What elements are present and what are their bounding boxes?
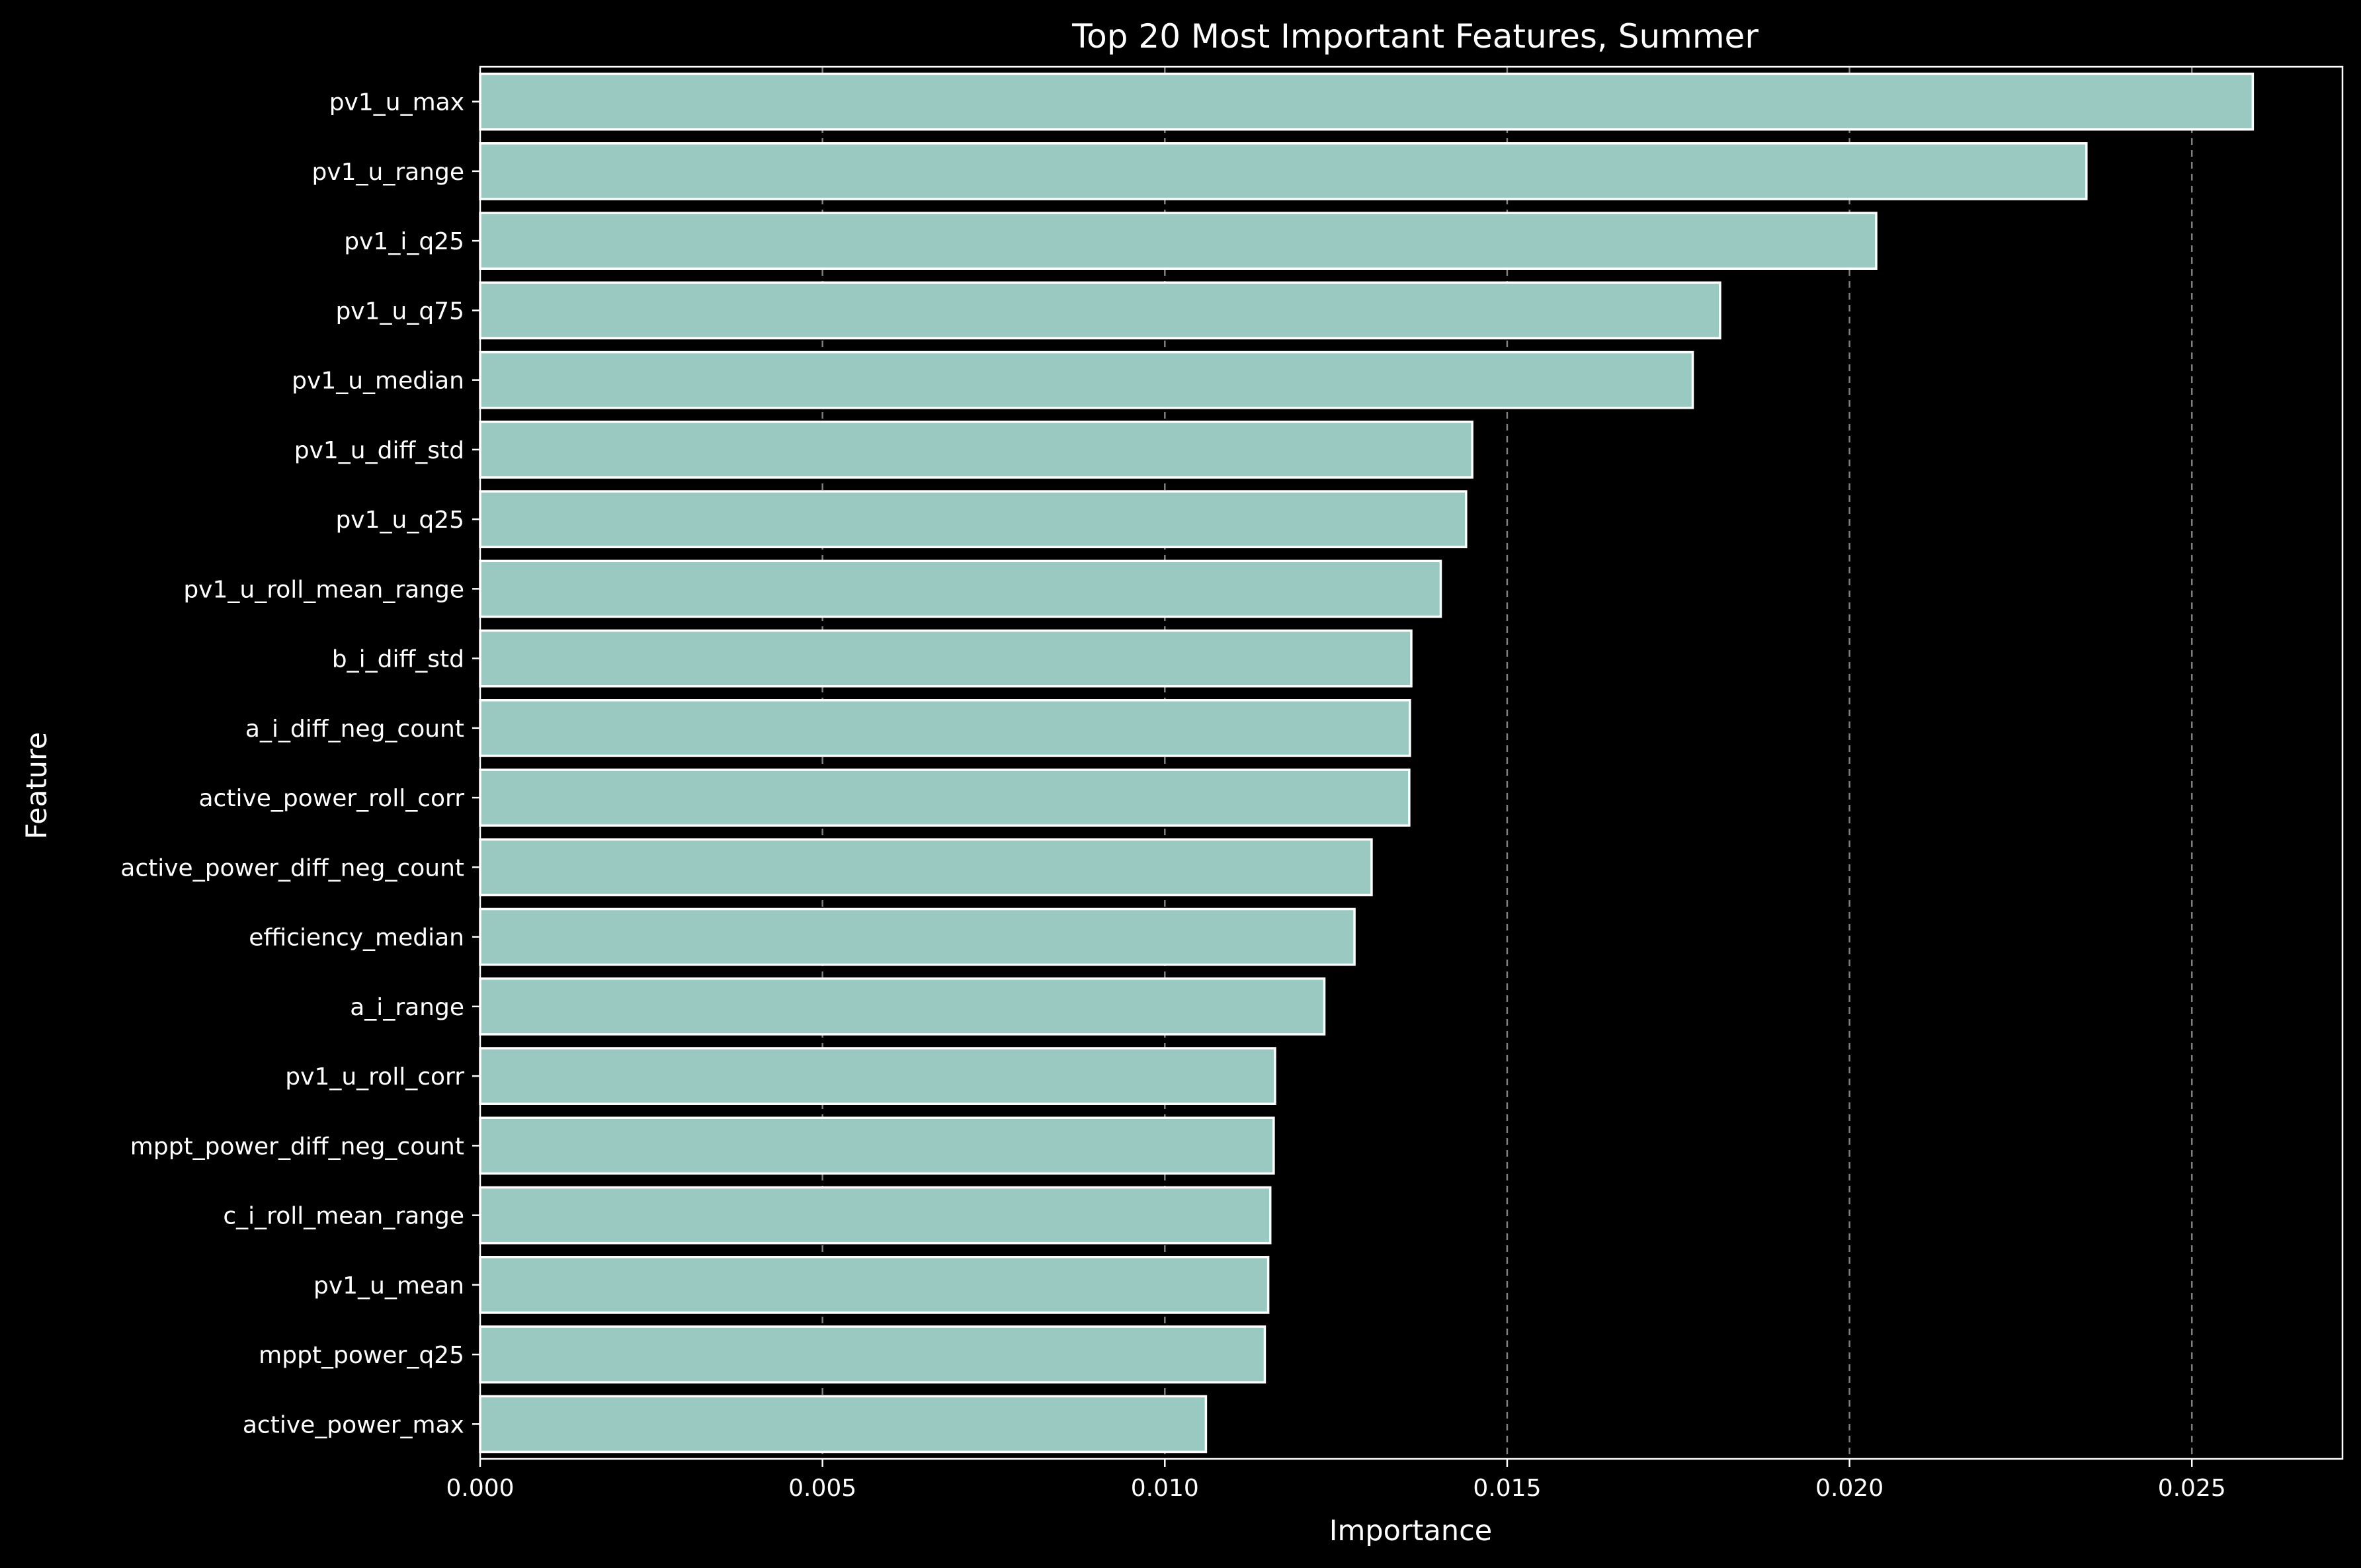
x-tick-label: 0.020 (1815, 1475, 1884, 1502)
bar (479, 1186, 1272, 1245)
y-tick-label: active_power_max (243, 1411, 464, 1438)
bar (479, 768, 1411, 827)
y-tick-label: efficiency_median (249, 925, 464, 952)
bar (479, 421, 1473, 479)
x-tick-label: 0.010 (1131, 1475, 1199, 1502)
y-tick-label: pv1_u_median (292, 368, 464, 395)
y-axis-ticks: pv1_u_max pv1_u_range pv1_i_q25 pv1_u_q75pv… (120, 89, 480, 1438)
bar (479, 1116, 1275, 1175)
bar (479, 72, 2255, 131)
y-tick-label: active_power_roll_corr (198, 785, 464, 812)
plot-frame (479, 65, 2344, 1460)
y-tick-label: pv1_u_q25 (335, 507, 464, 534)
x-tick-label: 0.000 (446, 1475, 514, 1502)
y-tick-label: pv1_u_diff_std (294, 437, 464, 464)
bar (479, 142, 2088, 200)
y-tick-label: pv1_u_roll_corr (285, 1063, 464, 1091)
x-axis-ticks: 0.000 0.005 0.010 0.015 0.020 0.025 (446, 1459, 2226, 1502)
y-tick-label: b_i_diff_std (332, 646, 464, 673)
bar (479, 629, 1413, 688)
bar (479, 1325, 1266, 1383)
bar (479, 212, 1878, 270)
bar (479, 1047, 1276, 1105)
y-tick-label: pv1_u_range (311, 159, 464, 186)
bar (479, 699, 1411, 757)
y-tick-label: mppt_power_q25 (259, 1342, 464, 1369)
y-tick-label: pv1_u_mean (313, 1272, 464, 1300)
bar (479, 559, 1442, 618)
bar (479, 1256, 1270, 1314)
y-tick-label: active_power_diff_neg_count (120, 854, 464, 882)
bars (479, 72, 2255, 1454)
bar (479, 281, 1721, 340)
y-tick-label: pv1_u_roll_mean_range (183, 576, 464, 603)
bar (479, 977, 1326, 1036)
y-tick-label: pv1_i_q25 (344, 228, 464, 255)
y-tick-label: pv1_u_max (329, 89, 464, 116)
y-tick-label: a_i_diff_neg_count (245, 716, 464, 743)
y-tick-label: mppt_power_diff_neg_count (130, 1133, 464, 1160)
x-axis-label: Importance (1329, 1514, 1492, 1547)
bar (479, 351, 1694, 409)
y-tick-label: c_i_roll_mean_range (223, 1203, 464, 1230)
y-tick-label: a_i_range (350, 994, 464, 1021)
x-tick-label: 0.025 (2158, 1475, 2226, 1502)
x-tick-label: 0.015 (1473, 1475, 1541, 1502)
axes-frame (479, 65, 2344, 1460)
bar (479, 838, 1373, 897)
bar (479, 907, 1356, 966)
x-tick-label: 0.005 (788, 1475, 856, 1502)
y-tick-label: pv1_u_q75 (335, 298, 464, 325)
y-axis-label: Feature (21, 732, 54, 840)
chart-title: Top 20 Most Important Features, Summer (1071, 17, 1759, 56)
bar (479, 1395, 1208, 1454)
bar (479, 490, 1468, 548)
